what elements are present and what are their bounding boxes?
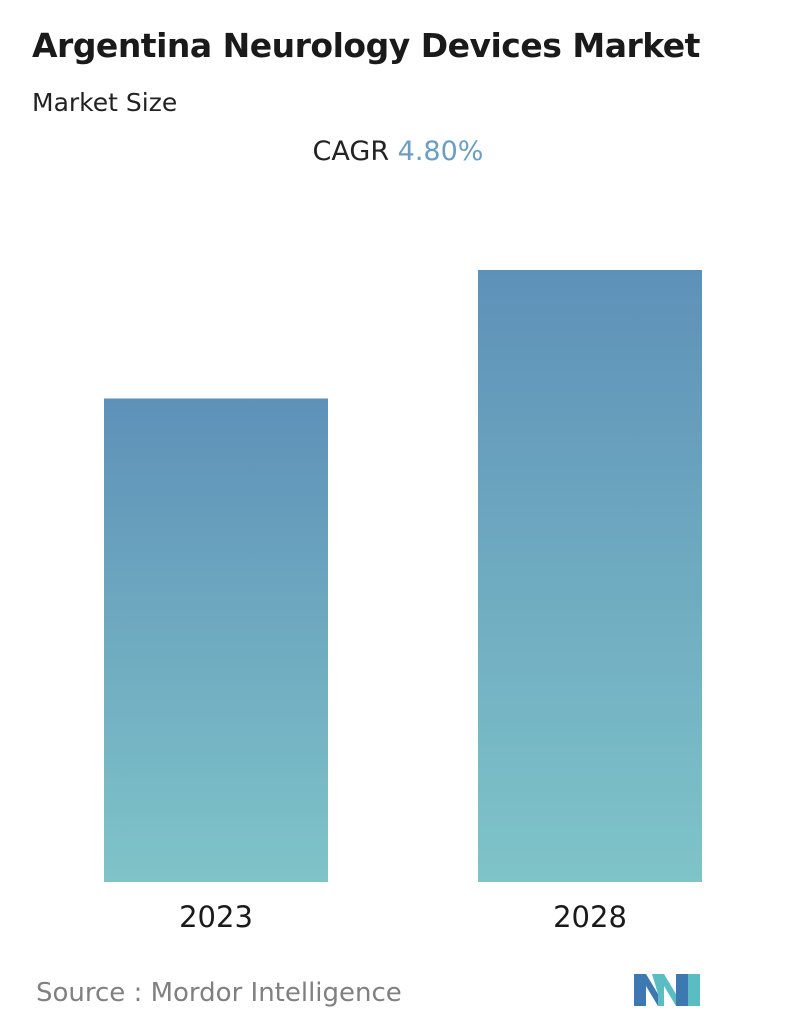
cagr-label: CAGR	[312, 136, 390, 167]
cagr-annotation: CAGR 4.80%	[0, 136, 796, 167]
chart-subtitle: Market Size	[32, 88, 178, 117]
chart-bars	[104, 270, 702, 882]
x-tick-label-2028: 2028	[553, 900, 627, 934]
chart-title: Argentina Neurology Devices Market	[32, 26, 700, 65]
source-label: Source : Mordor Intelligence	[36, 978, 402, 1008]
cagr-value: 4.80%	[397, 136, 484, 167]
x-tick-label-2023: 2023	[179, 900, 253, 934]
mordor-intelligence-logo	[634, 974, 700, 1006]
bar-chart: 2023 2028	[104, 270, 702, 934]
bar-2028	[478, 270, 702, 882]
chart-x-ticks: 2023 2028	[179, 900, 627, 934]
bar-2023	[104, 398, 328, 882]
